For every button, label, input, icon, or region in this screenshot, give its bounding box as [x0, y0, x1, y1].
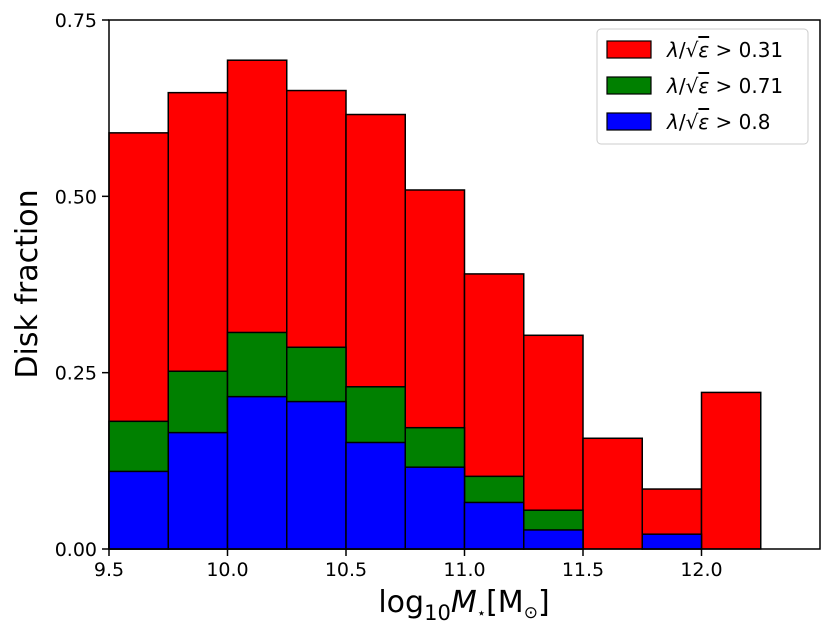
legend-item-2: λ/√ε > 0.71 [606, 74, 783, 98]
x-label-subscript: 10 [424, 601, 451, 625]
legend-item-3: λ/√ε > 0.8 [606, 110, 770, 134]
y-axis-ticks: 0.00 0.25 0.50 0.75 [55, 10, 109, 561]
legend: λ/√ε > 0.31 λ/√ε > 0.71 λ/√ε > 0.8 [596, 28, 809, 145]
bar-series-3-bin-4 [286, 400, 347, 550]
legend-swatch [606, 112, 652, 131]
bar-series-3-bin-5 [345, 441, 406, 550]
y-tick-label: 0.25 [55, 363, 97, 385]
x-label-sun-subscript: ⊙ [524, 603, 538, 623]
legend-item-1: λ/√ε > 0.31 [606, 38, 783, 62]
bar-series-3-bin-10 [641, 533, 703, 550]
legend-swatch [606, 76, 652, 95]
x-tick-label: 11.0 [443, 559, 485, 581]
x-axis-label: log10M⋆[M⊙] [378, 585, 549, 625]
x-tick-label: 10.0 [206, 559, 248, 581]
x-tick-label: 10.5 [325, 559, 367, 581]
x-axis-ticks: 9.5 10.0 10.5 11.0 11.5 12.0 [94, 549, 723, 581]
legend-label: λ/√ε > 0.8 [666, 110, 770, 134]
bar-series-3-bin-6 [404, 466, 466, 550]
x-tick-label: 9.5 [94, 559, 124, 581]
y-axis-label: Disk fraction [10, 189, 45, 378]
bar-series-3-bin-7 [463, 501, 525, 550]
legend-label: λ/√ε > 0.31 [666, 38, 783, 62]
bar-series-1-bin-11 [700, 391, 762, 550]
bar-series-3-bin-3 [226, 395, 288, 550]
series-3 [108, 395, 703, 550]
bar-series-3-bin-1 [108, 470, 169, 550]
x-tick-label: 12.0 [680, 559, 722, 581]
bar-series-3-bin-8 [523, 529, 584, 550]
legend-label: λ/√ε > 0.71 [666, 74, 783, 98]
y-tick-label: 0.75 [55, 10, 97, 32]
x-tick-label: 11.5 [562, 559, 604, 581]
bars-layer [108, 59, 762, 550]
x-label-star-subscript: ⋆ [477, 604, 486, 622]
y-tick-label: 0.50 [55, 186, 97, 208]
legend-swatch [606, 40, 652, 59]
bar-series-1-bin-9 [582, 437, 643, 550]
x-label-mass-symbol: M [451, 585, 477, 620]
y-tick-label: 0.00 [55, 539, 97, 561]
bar-series-3-bin-2 [167, 431, 229, 550]
